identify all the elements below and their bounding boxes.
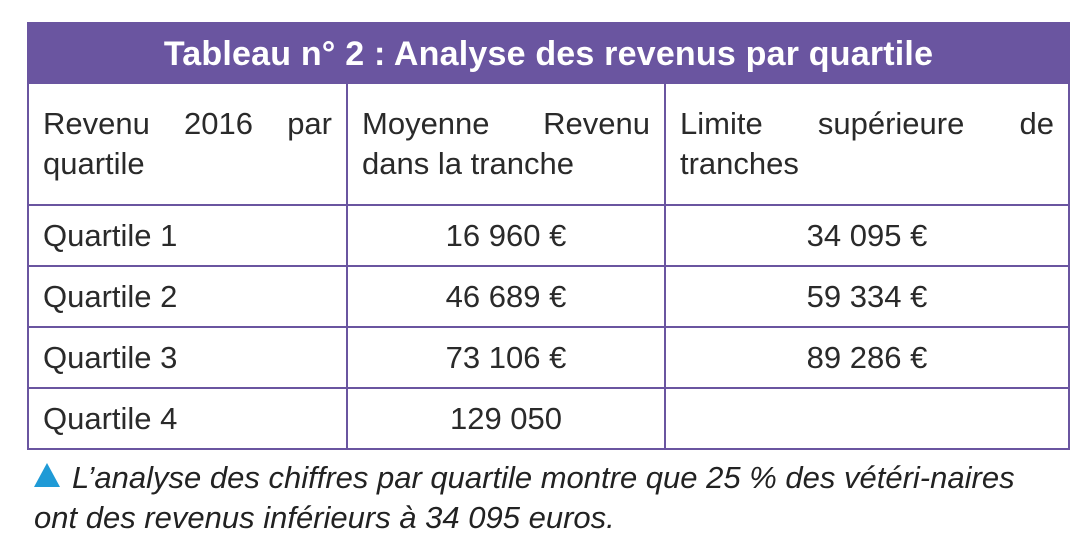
revenue-table: Tableau n° 2 : Analyse des revenus par q…	[27, 22, 1070, 450]
row-label: Quartile 1	[29, 204, 348, 267]
header-moyenne-revenu: Moyenne Revenu dans la tranche	[346, 84, 666, 206]
table-row: Quartile 3 73 106 € 89 286 €	[29, 326, 1068, 389]
table-title: Tableau n° 2 : Analyse des revenus par q…	[29, 24, 1068, 84]
table-row: Quartile 2 46 689 € 59 334 €	[29, 265, 1068, 328]
caption-text: L’analyse des chiffres par quartile mont…	[34, 460, 1015, 535]
table-row: Quartile 1 16 960 € 34 095 €	[29, 204, 1068, 267]
row-label: Quartile 2	[29, 265, 348, 328]
table-header-row: Revenu 2016 par quartile Moyenne Revenu …	[29, 84, 1068, 206]
row-label: Quartile 4	[29, 387, 348, 448]
row-limite: 89 286 €	[664, 326, 1068, 389]
quartile-table: Revenu 2016 par quartile Moyenne Revenu …	[29, 84, 1068, 448]
row-moyenne: 46 689 €	[346, 265, 666, 328]
row-limite	[664, 387, 1068, 448]
row-limite: 34 095 €	[664, 204, 1068, 267]
row-moyenne: 16 960 €	[346, 204, 666, 267]
header-revenu-quartile: Revenu 2016 par quartile	[29, 84, 348, 206]
triangle-up-icon	[34, 463, 60, 487]
row-limite: 59 334 €	[664, 265, 1068, 328]
row-label: Quartile 3	[29, 326, 348, 389]
table-caption: L’analyse des chiffres par quartile mont…	[34, 458, 1064, 538]
row-moyenne: 73 106 €	[346, 326, 666, 389]
header-limite-superieure: Limite supérieure de tranches	[664, 84, 1068, 206]
table-row: Quartile 4 129 050	[29, 387, 1068, 448]
row-moyenne: 129 050	[346, 387, 666, 448]
